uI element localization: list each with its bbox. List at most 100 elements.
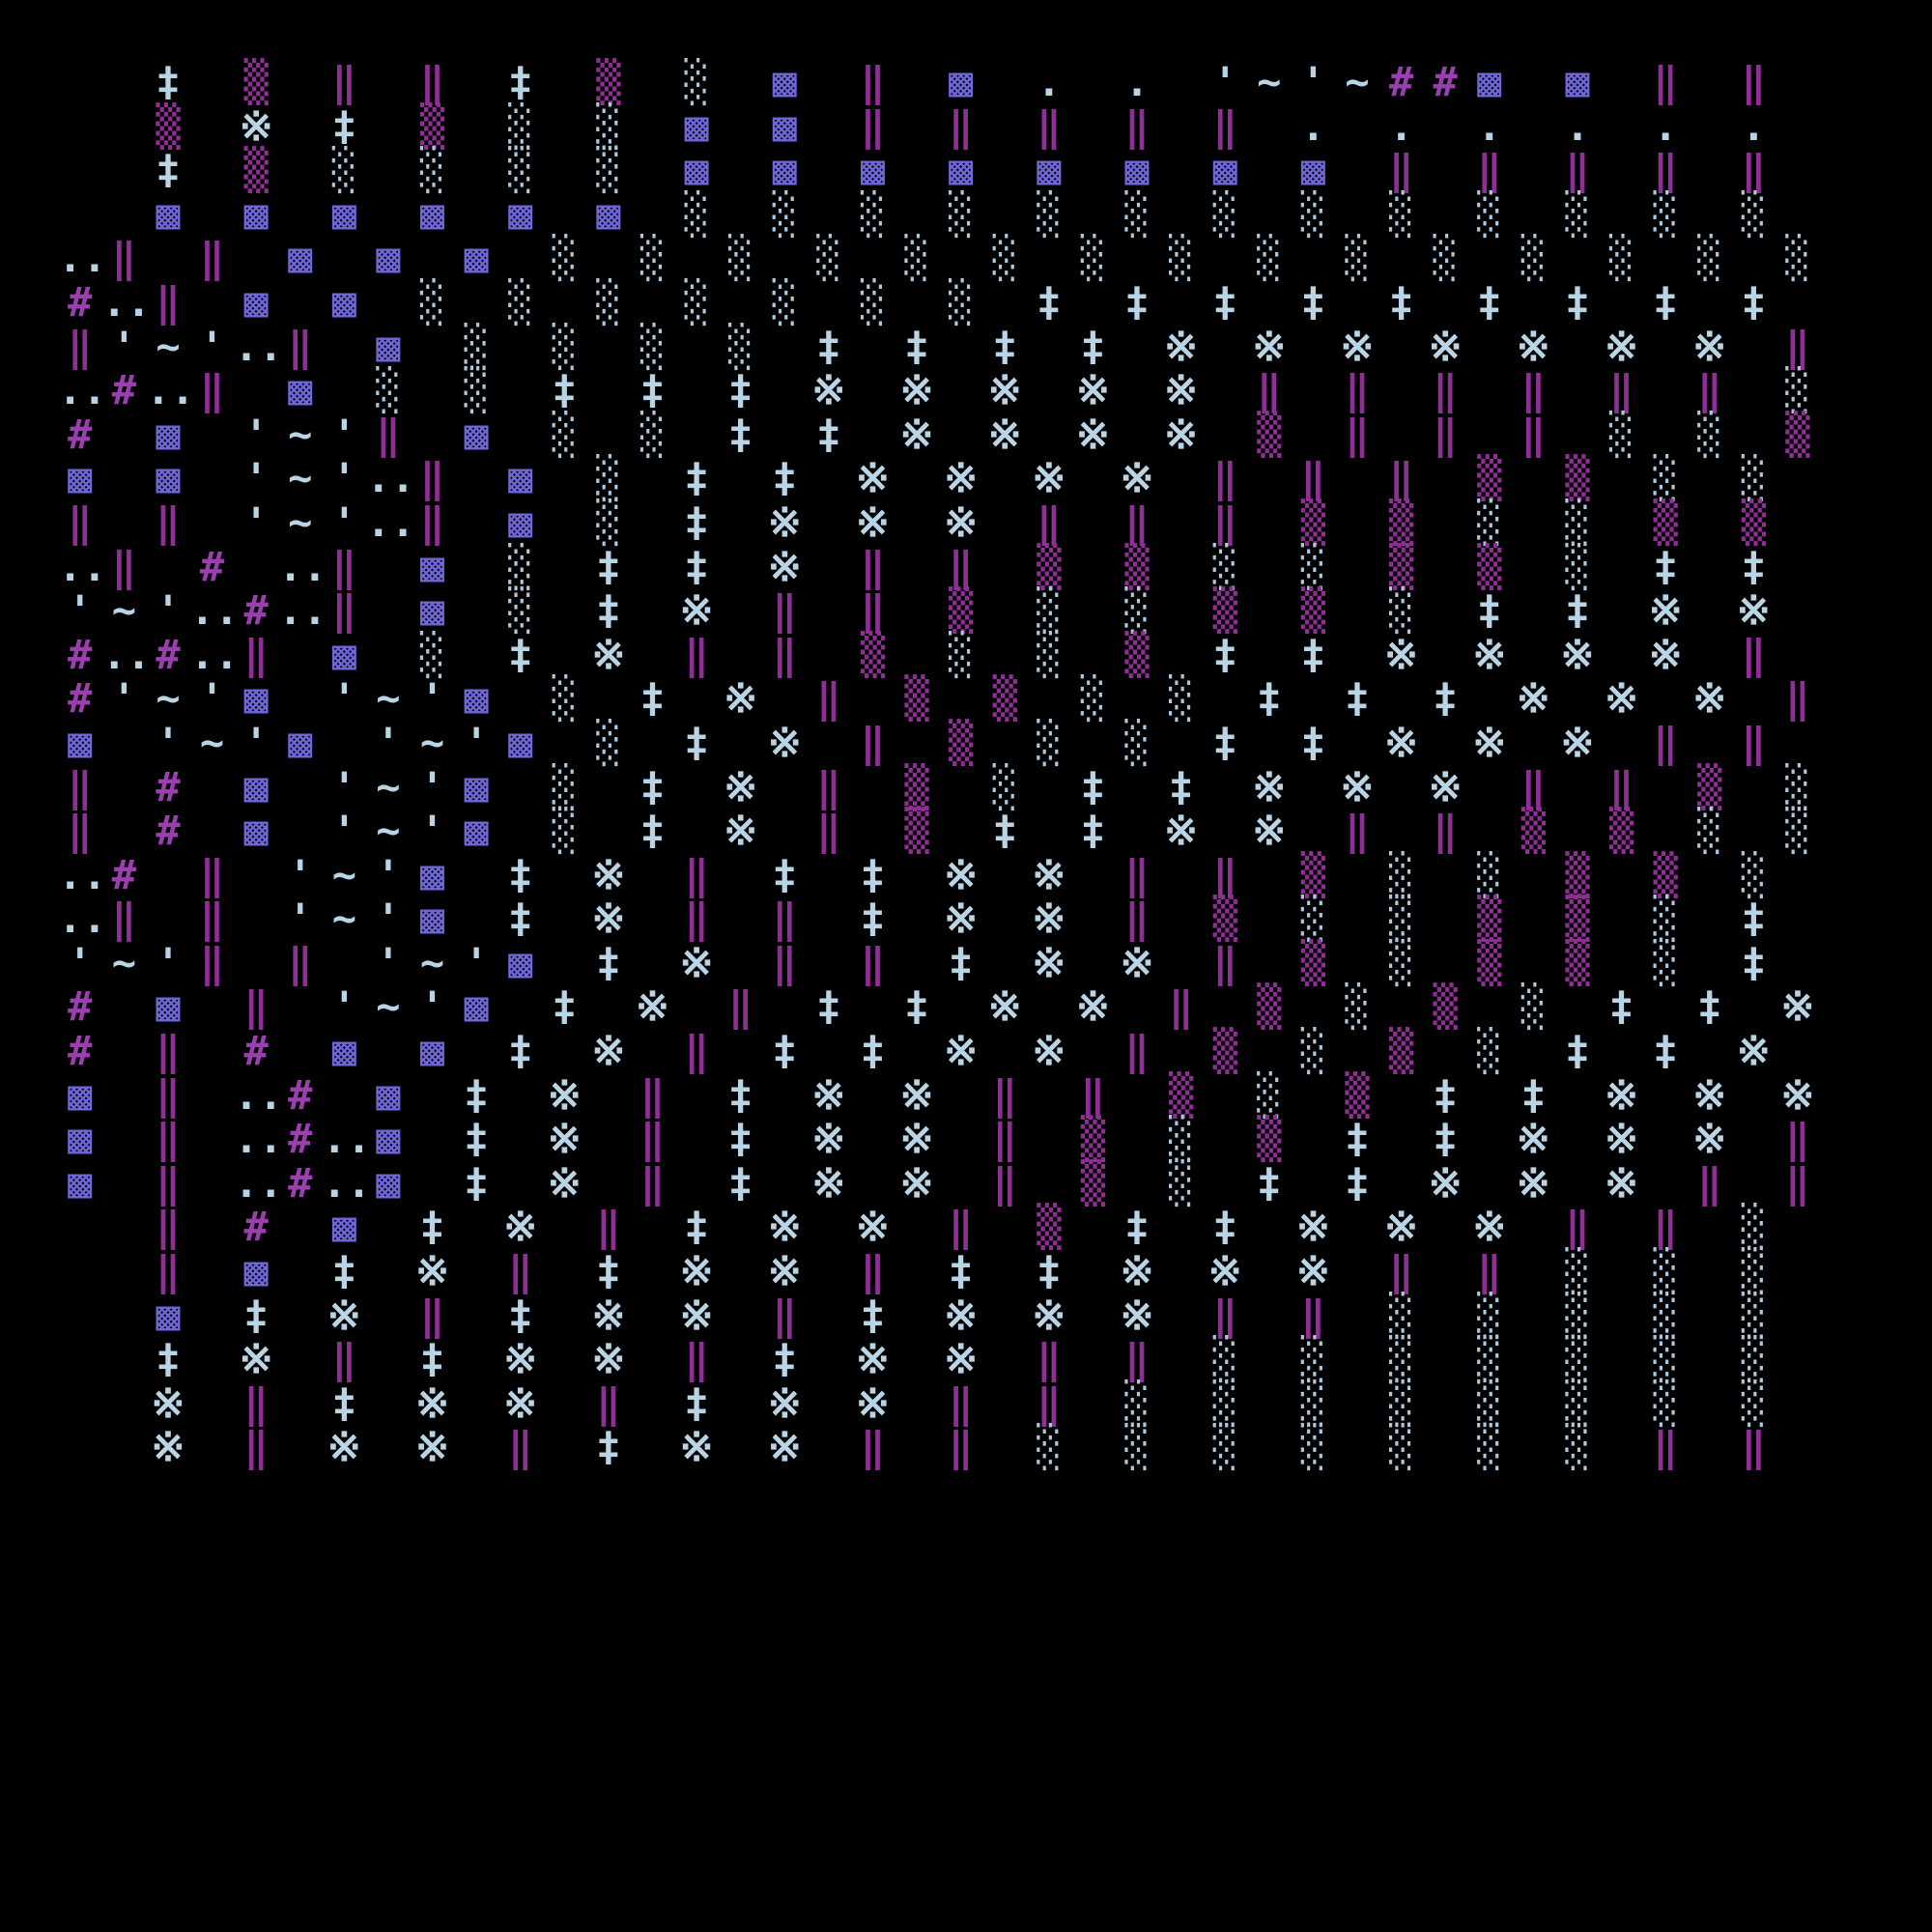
empty-cell (1467, 236, 1512, 280)
reference-mark-glyph: ※ (767, 1423, 802, 1471)
empty-cell (1292, 1117, 1336, 1161)
empty-cell (939, 1161, 983, 1206)
dense-block-glyph: ▩ (156, 454, 181, 502)
light-block-glyph: ░ (1565, 1335, 1590, 1383)
empty-cell (1776, 1029, 1820, 1073)
empty-cell (102, 60, 147, 104)
empty-cell (1247, 148, 1292, 192)
light-block-glyph: ░ (949, 277, 974, 326)
reference-mark-glyph: ※ (767, 497, 802, 546)
reference-mark-glyph: ※ (899, 1115, 934, 1163)
reference-mark-glyph: ※ (1120, 1291, 1154, 1339)
empty-cell (1159, 545, 1204, 589)
double-dagger-glyph: ‡ (728, 1115, 753, 1163)
dot-glyph: .. (101, 630, 152, 678)
reference-mark-glyph: ※ (327, 1423, 361, 1471)
empty-cell (1423, 1205, 1467, 1249)
dense-block-glyph: ▩ (68, 1115, 93, 1163)
empty-cell (498, 236, 543, 280)
double-bar-glyph: ‖ (684, 895, 709, 943)
reference-mark-glyph: ※ (151, 1423, 185, 1471)
double-dagger-glyph: ‡ (1257, 1158, 1282, 1207)
light-block-glyph: ░ (1388, 1378, 1414, 1427)
light-block-glyph: ░ (684, 277, 709, 326)
empty-cell (982, 456, 1027, 500)
double-bar-glyph: ‖ (949, 542, 974, 590)
light-block-glyph: ░ (1741, 1335, 1766, 1383)
empty-cell (1688, 721, 1732, 765)
double-bar-glyph: ‖ (199, 234, 225, 282)
medium-block-glyph: ▒ (904, 674, 929, 723)
empty-cell (1423, 148, 1467, 192)
apostrophe-glyph: ' (376, 718, 401, 766)
empty-cell (719, 1337, 763, 1381)
empty-cell (454, 1425, 498, 1469)
double-bar-glyph: ‖ (1741, 630, 1766, 678)
empty-cell (1379, 1117, 1424, 1161)
empty-cell (498, 1161, 543, 1206)
dense-block-glyph: ▩ (464, 982, 489, 1031)
reference-mark-glyph: ※ (767, 1203, 802, 1251)
double-dagger-glyph: ‡ (1257, 674, 1282, 723)
empty-cell (763, 809, 808, 853)
empty-cell (1732, 1161, 1776, 1206)
empty-cell (498, 325, 543, 369)
empty-cell (323, 236, 367, 280)
dense-block-glyph: ▩ (419, 850, 445, 898)
empty-cell (631, 1029, 675, 1073)
empty-cell (1115, 1161, 1159, 1206)
light-block-glyph: ░ (1212, 1378, 1237, 1427)
empty-cell (807, 1029, 851, 1073)
double-dagger-glyph: ‡ (728, 410, 753, 458)
reference-mark-glyph: ※ (679, 1247, 714, 1295)
empty-cell (1600, 1425, 1644, 1469)
empty-cell (1776, 588, 1820, 633)
empty-cell (1776, 1425, 1820, 1469)
hash-glyph: # (243, 1203, 269, 1251)
empty-cell (1776, 456, 1820, 500)
empty-cell (674, 325, 719, 369)
dense-block-glyph: ▩ (156, 189, 181, 238)
dot-glyph: .. (234, 322, 283, 370)
reference-mark-glyph: ※ (679, 586, 714, 635)
empty-cell (807, 280, 851, 325)
ascii-row: .. #.. ‖ ▩ ░ ░ ‡ ‡ ‡ ※ ※ ※ ※ ※ ‖ ‖ ‖ ‖ ‖ ‖… (58, 368, 1820, 412)
empty-cell (1292, 1161, 1336, 1206)
double-bar-glyph: ‖ (111, 234, 137, 282)
apostrophe-glyph: ' (1300, 58, 1326, 105)
light-block-glyph: ░ (1741, 1203, 1766, 1251)
double-bar-glyph: ‖ (156, 1027, 181, 1075)
medium-block-glyph: ▒ (904, 762, 929, 810)
dense-block-glyph: ▩ (772, 146, 797, 194)
double-bar-glyph: ‖ (860, 1247, 886, 1295)
apostrophe-glyph: ' (199, 322, 225, 370)
ascii-row: .. # ‖ ' ~ ' ▩ ‡ ※ ‖ ‡ ‡ ※ ※ ‖ ‖ ▒ ░ ░ ▒ ▒ ░ (58, 853, 1820, 897)
empty-cell (278, 1337, 323, 1381)
empty-cell (278, 1205, 323, 1249)
empty-cell (1071, 60, 1116, 104)
empty-cell (1247, 192, 1292, 237)
ascii-row: ▩ ▩ ' ~ '.. ‖ ▩ ░ ‡ ‡ ※ ※ ※ ※ ‖ ‖ ‖ ▒ ▒ ░ ░ (58, 456, 1820, 500)
empty-cell (190, 60, 235, 104)
light-block-glyph: ░ (1477, 1027, 1502, 1075)
empty-cell (1423, 456, 1467, 500)
reference-mark-glyph: ※ (767, 718, 802, 766)
empty-cell (1379, 325, 1424, 369)
empty-cell (1159, 896, 1204, 941)
double-dagger-glyph: ‡ (860, 1027, 886, 1075)
double-bar-glyph: ‖ (1388, 454, 1414, 502)
double-dagger-glyph: ‡ (1565, 586, 1590, 635)
light-block-glyph: ░ (1037, 718, 1062, 766)
light-block-glyph: ░ (1037, 586, 1062, 635)
empty-cell (543, 456, 587, 500)
reference-mark-glyph: ※ (1032, 938, 1066, 986)
empty-cell (1159, 280, 1204, 325)
dot-glyph: .. (101, 277, 152, 326)
empty-cell (1335, 456, 1379, 500)
light-block-glyph: ░ (1388, 1335, 1414, 1383)
double-dagger-glyph: ‡ (728, 1070, 753, 1119)
reference-mark-glyph: ※ (1032, 850, 1066, 898)
apostrophe-glyph: ' (419, 762, 445, 810)
empty-cell (1732, 984, 1776, 1029)
reference-mark-glyph: ※ (899, 1158, 934, 1207)
